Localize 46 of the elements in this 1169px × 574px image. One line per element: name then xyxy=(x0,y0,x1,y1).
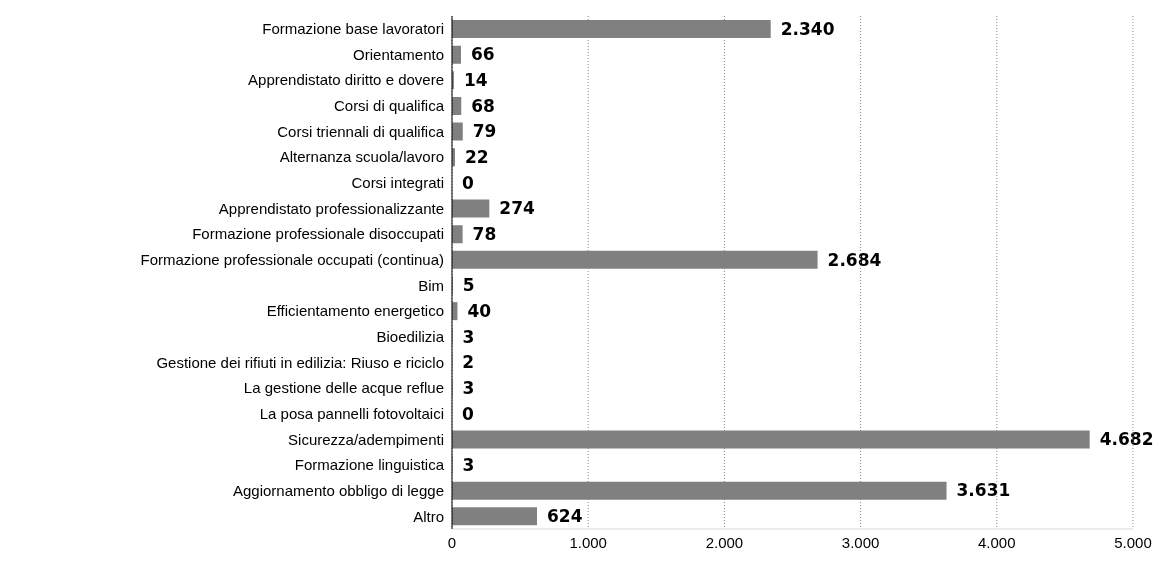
data-label: 78 xyxy=(472,223,497,244)
y-tick-label: La gestione delle acque reflue xyxy=(243,379,444,397)
y-tick-label: La posa pannelli fotovoltaici xyxy=(259,404,444,422)
y-tick-label: Aggiornamento obbligo di legge xyxy=(233,481,444,499)
data-label: 66 xyxy=(470,44,495,65)
y-tick-label: Gestione dei rifiuti in edilizia: Riuso e riciclo xyxy=(156,353,444,371)
x-tick-label: 4.000 xyxy=(978,533,1016,551)
y-tick-label: Efficientamento energetico xyxy=(266,302,444,320)
x-tick-label: 5.000 xyxy=(1114,533,1152,551)
data-label: 624 xyxy=(546,506,583,527)
data-label: 274 xyxy=(499,198,535,219)
y-tick-label: Sicurezza/adempimenti xyxy=(288,430,444,448)
x-tick-label: 2.000 xyxy=(705,533,744,551)
y-tick-label: Orientamento xyxy=(353,45,444,63)
data-label: 40 xyxy=(467,300,492,321)
data-label: 68 xyxy=(471,95,495,116)
data-label: 14 xyxy=(463,70,488,91)
x-tick-label: 0 xyxy=(447,533,457,551)
data-label: 3 xyxy=(462,454,475,475)
y-tick-label: Bim xyxy=(418,276,444,294)
y-tick-label: Alternanza scuola/lavoro xyxy=(279,148,444,166)
data-label: 2 xyxy=(462,352,475,373)
y-tick-label: Corsi triennali di qualifica xyxy=(277,122,445,140)
y-tick-label: Formazione professionale disoccupati xyxy=(192,225,444,243)
y-tick-label: Apprendistato diritto e dovere xyxy=(248,71,444,89)
y-tick-label: Apprendistato professionalizzante xyxy=(218,199,444,217)
y-tick-label: Bioedilizia xyxy=(376,327,445,345)
x-tick-label: 3.000 xyxy=(841,533,880,551)
data-label: 3 xyxy=(462,377,475,398)
y-tick-label: Formazione professionale occupati (continua) xyxy=(140,251,444,268)
data-label: 3.631 xyxy=(956,480,1011,501)
y-tick-label: Formazione linguistica xyxy=(294,456,445,474)
data-label: 4.682 xyxy=(1099,429,1154,450)
data-label: 2.340 xyxy=(780,18,835,39)
data-label: 22 xyxy=(465,147,489,168)
y-tick-label: Corsi di qualifica xyxy=(333,97,445,115)
data-label: 0 xyxy=(462,403,474,424)
data-label: 3 xyxy=(462,326,475,347)
data-label: 79 xyxy=(472,121,497,142)
data-label: 2.684 xyxy=(827,249,882,270)
y-tick-label: Formazione base lavoratori xyxy=(262,20,444,38)
y-tick-label: Corsi integrati xyxy=(351,174,444,192)
y-tick-label: Altro xyxy=(413,507,444,525)
x-tick-label: 1.000 xyxy=(569,533,607,551)
data-label: 5 xyxy=(462,275,475,296)
data-label: 0 xyxy=(462,172,474,193)
